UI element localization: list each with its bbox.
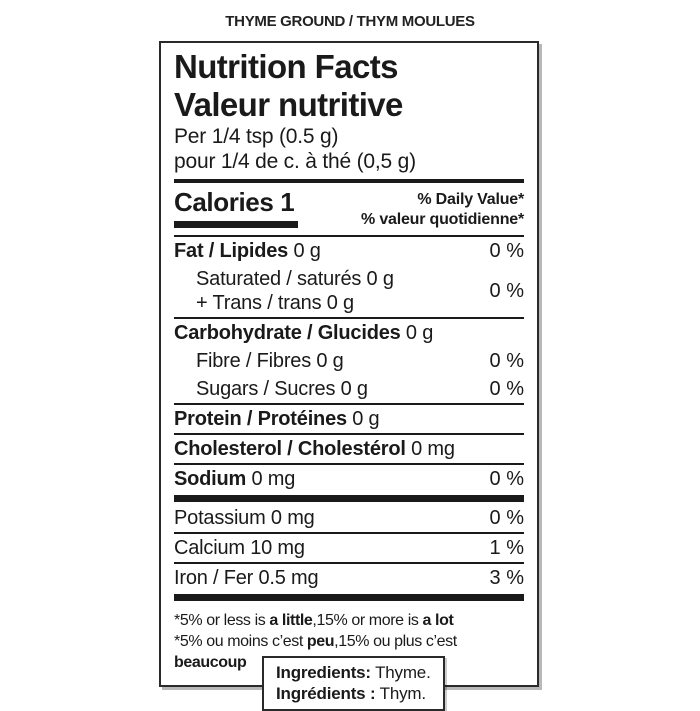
- daily-value-percent: 0 %: [489, 240, 524, 262]
- nutrient-label: Calcium 10 mg: [174, 537, 305, 559]
- nutrient-label: Carbohydrate / Glucides 0 g: [174, 322, 434, 344]
- calories-label: Calories 1: [174, 188, 299, 228]
- ingredients-value-fr: Thym.: [379, 684, 426, 703]
- ingredients-line-fr: Ingrédients : Thym.: [276, 683, 431, 704]
- nutrient-row: Sugars / Sucres 0 g 0 %: [174, 375, 524, 403]
- nutrient-label: Sodium 0 mg: [174, 468, 296, 490]
- daily-value-percent: 0 %: [489, 280, 524, 302]
- nutrient-row: Iron / Fer 0.5 mg 3 %: [174, 564, 524, 592]
- ingredients-panel: Ingredients: Thyme. Ingrédients : Thym.: [262, 656, 445, 711]
- nutrition-facts-title-en: Nutrition Facts: [174, 48, 398, 85]
- daily-value-header-en: % Daily Value*: [417, 191, 524, 208]
- nutrient-row: Sodium 0 mg 0 %: [174, 465, 524, 493]
- daily-value-header: % Daily Value* % valeur quotidienne*: [361, 188, 524, 230]
- footnotes: *5% or less is a little,15% or more is a…: [174, 610, 524, 673]
- nutrient-row: Carbohydrate / Glucides 0 g: [174, 319, 524, 347]
- nutrient-row: Calcium 10 mg 1 %: [174, 534, 524, 562]
- nutrient-row: Potassium 0 mg 0 %: [174, 504, 524, 532]
- thin-divider: [174, 532, 524, 534]
- nutrient-label: Fibre / Fibres 0 g: [196, 350, 344, 372]
- nutrient-label: Cholesterol / Cholestérol 0 mg: [174, 438, 455, 460]
- thick-divider: [174, 495, 524, 502]
- nutrient-row: Fat / Lipides 0 g 0 %: [174, 237, 524, 265]
- thin-divider: [174, 463, 524, 465]
- thin-divider: [174, 433, 524, 435]
- calories-row: Calories 1 % Daily Value* % valeur quoti…: [174, 183, 524, 235]
- daily-value-percent: 1 %: [489, 537, 524, 559]
- daily-value-header-fr: % valeur quotidienne*: [361, 211, 524, 228]
- nutrient-label: Sugars / Sucres 0 g: [196, 378, 368, 400]
- product-title: THYME GROUND / THYM MOULUES: [225, 13, 475, 30]
- footnote-line: *5% or less is a little,15% or more is a…: [174, 612, 454, 629]
- nutrient-label: Fat / Lipides 0 g: [174, 240, 321, 262]
- thin-divider: [174, 403, 524, 405]
- nutrient-rows: Fat / Lipides 0 g 0 % Saturated / saturés …: [174, 237, 524, 601]
- nutrition-facts-panel: Nutrition Facts Valeur nutritive Per 1/4…: [159, 41, 539, 687]
- nutrient-row: Saturated / saturés 0 g + Trans / trans 0…: [174, 265, 524, 317]
- serving-size-fr: pour 1/4 de c. à thé (0,5 g): [174, 150, 416, 173]
- serving-size-en: Per 1/4 tsp (0.5 g): [174, 125, 339, 148]
- nutrient-row: Protein / Protéines 0 g: [174, 405, 524, 433]
- nutrient-label: Saturated / saturés 0 g + Trans / trans 0…: [196, 268, 394, 314]
- nutrient-row: Fibre / Fibres 0 g 0 %: [174, 347, 524, 375]
- nutrient-label: Protein / Protéines 0 g: [174, 408, 380, 430]
- thin-divider: [174, 562, 524, 564]
- nutrient-row: Cholesterol / Cholestérol 0 mg: [174, 435, 524, 463]
- ingredients-label-fr: Ingrédients :: [276, 684, 376, 703]
- ingredients-value-en: Thyme.: [375, 663, 431, 682]
- daily-value-percent: 0 %: [489, 507, 524, 529]
- nutrition-facts-title-fr: Valeur nutritive: [174, 86, 403, 123]
- thick-divider: [174, 594, 524, 601]
- daily-value-percent: 0 %: [489, 350, 524, 372]
- ingredients-label-en: Ingredients:: [276, 663, 371, 682]
- calories-divider: [174, 235, 524, 237]
- thin-divider: [174, 317, 524, 319]
- nutrient-label: Potassium 0 mg: [174, 507, 315, 529]
- header-divider: [174, 179, 524, 183]
- nutrient-label: Iron / Fer 0.5 mg: [174, 567, 319, 589]
- daily-value-percent: 0 %: [489, 468, 524, 490]
- daily-value-percent: 0 %: [489, 378, 524, 400]
- footnote-line: *5% ou moins c’est peu,15% ou plus c’est…: [174, 633, 461, 671]
- daily-value-percent: 3 %: [489, 567, 524, 589]
- ingredients-line-en: Ingredients: Thyme.: [276, 662, 431, 683]
